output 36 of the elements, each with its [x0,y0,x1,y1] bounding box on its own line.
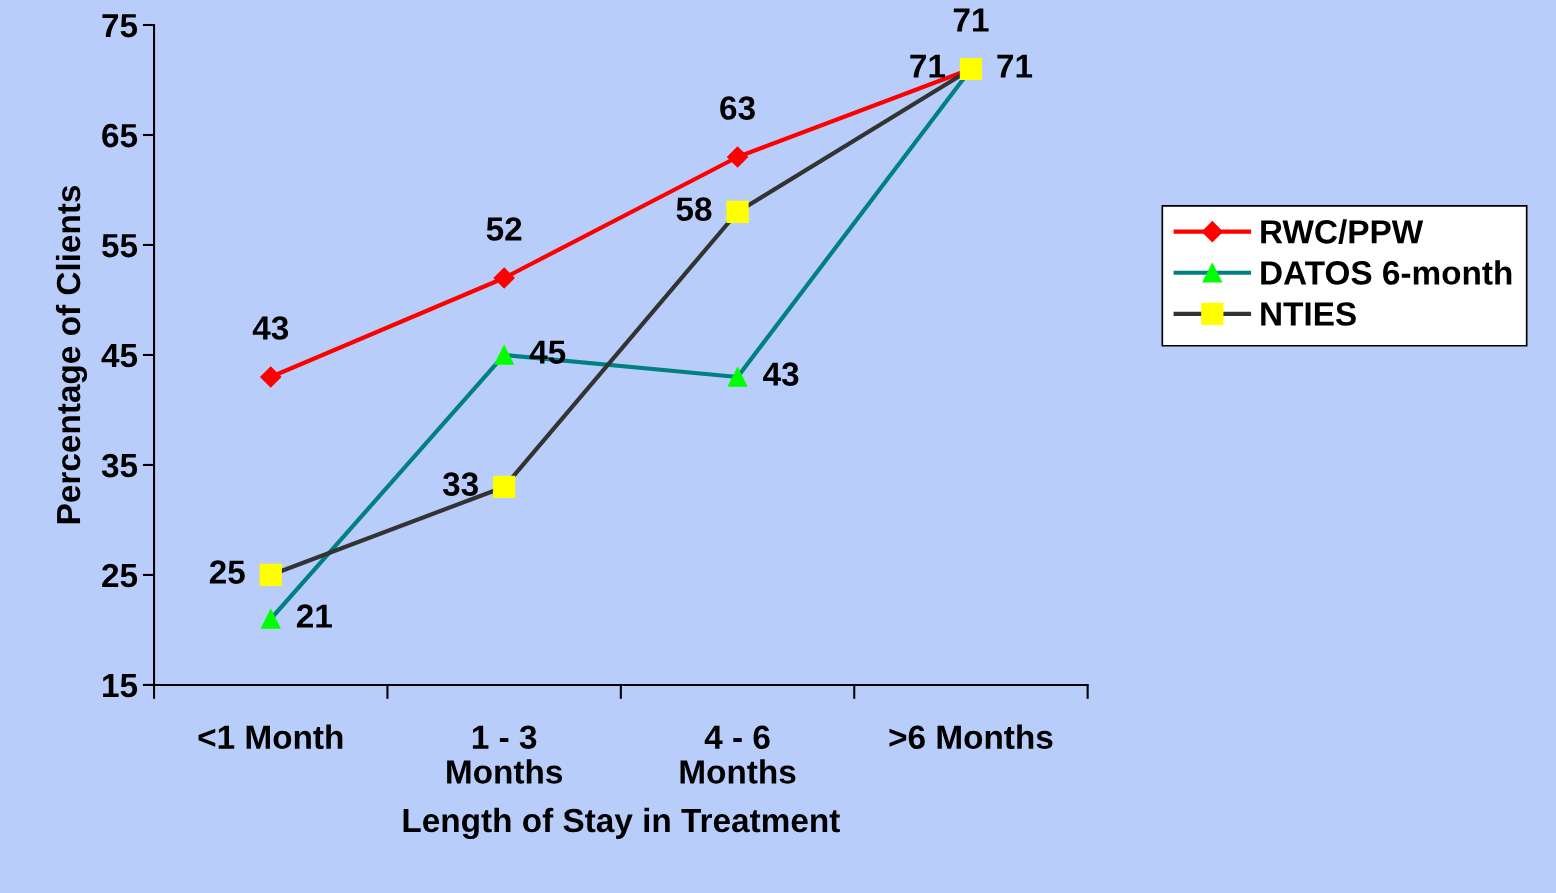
x-tick-label: 1 - 3 Months [447,725,563,784]
point [726,200,749,224]
x-axis-title: Length of Stay in Treatment [403,807,840,840]
x-tick-label: >6 Months [889,724,1053,750]
legend-label: DATOS 6-month [1261,260,1512,285]
y-tick-label: 35 [101,453,138,478]
y-axis-title: Percentage of Clients [55,185,88,524]
point [493,267,515,289]
y-tick-label: 45 [101,344,138,368]
data-label: 71 [953,8,989,32]
point [494,345,514,365]
point [261,609,281,629]
y-tick-label: 15 [103,674,138,698]
point [727,367,748,387]
y-tick-label: 75 [102,14,138,38]
data-label: 25 [209,560,245,584]
point [727,146,749,168]
data-label: 21 [296,604,332,628]
point [493,475,516,499]
data-label: 43 [763,362,799,386]
legend-label: RWC/PPW [1261,219,1424,244]
data-label: 52 [486,217,522,241]
data-label: 71 [997,54,1033,78]
legend-label: NTIES [1261,302,1356,326]
x-tick-label: <1 Month [198,724,343,750]
data-label: 58 [676,197,712,221]
x-tick-label: 4 - 6 Months [680,725,796,784]
y-tick-label: 25 [102,563,138,588]
point [259,563,282,587]
data-label: 71 [910,54,946,78]
y-tick-label: 55 [102,234,138,258]
data-label: 63 [720,96,755,120]
point [260,366,282,388]
y-tick-label: 65 [102,123,138,148]
data-label: 33 [442,472,478,496]
data-label: 43 [252,316,289,340]
